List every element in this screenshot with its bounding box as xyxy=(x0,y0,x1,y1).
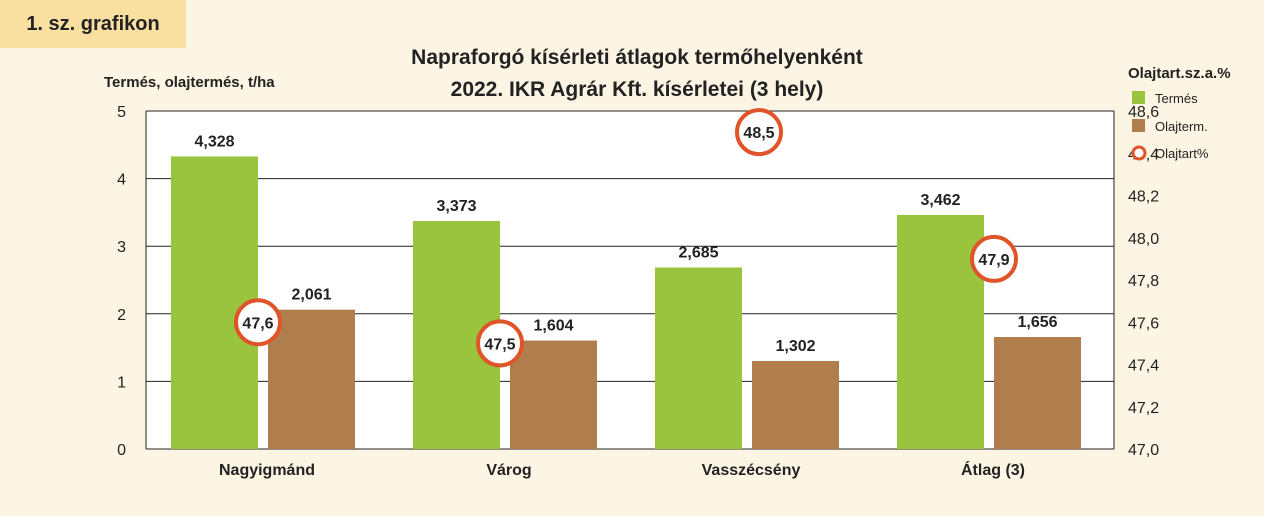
y2-tick-label: 48,0 xyxy=(1128,231,1159,248)
data-label-olajterm: 1,656 xyxy=(1017,314,1057,331)
data-label-olajtart: 47,9 xyxy=(978,252,1009,269)
data-label-termes: 3,462 xyxy=(920,192,960,209)
data-label-olajterm: 1,302 xyxy=(775,338,815,355)
bar-termes xyxy=(655,267,742,449)
y-tick-label: 5 xyxy=(117,104,126,121)
marker-olajtart xyxy=(476,319,524,368)
marker-olajtart xyxy=(735,108,783,157)
legend-swatch-olajterm xyxy=(1132,119,1145,132)
y2-tick-label: 47,8 xyxy=(1128,273,1159,290)
bar-olajterm xyxy=(268,309,355,449)
legend-label-olajtart: Olajtart% xyxy=(1155,146,1209,161)
data-label-olajtart: 47,6 xyxy=(242,315,273,332)
chart-number-badge: 1. sz. grafikon xyxy=(0,0,186,48)
x-tick-label: Nagyigmánd xyxy=(219,462,315,479)
legend-label-termes: Termés xyxy=(1155,91,1198,106)
y2-tick-label: 48,6 xyxy=(1128,104,1159,121)
y2-tick-label: 47,4 xyxy=(1128,358,1159,375)
y2-tick-label: 48,2 xyxy=(1128,189,1159,206)
bar-olajterm xyxy=(994,337,1081,449)
chart-number-label: 1. sz. grafikon xyxy=(26,12,160,35)
chart-title: Napraforgó kísérleti átlagok termőhelyen… xyxy=(411,46,863,69)
y2-tick-label: 47,6 xyxy=(1128,315,1159,332)
y-tick-label: 1 xyxy=(117,374,126,391)
legend-swatch-termes xyxy=(1132,91,1145,104)
bar-termes xyxy=(897,214,984,449)
data-label-termes: 2,685 xyxy=(678,244,718,261)
bar-termes xyxy=(171,156,258,450)
y2-tick-label: 47,0 xyxy=(1128,442,1159,459)
data-label-olajterm: 1,604 xyxy=(533,318,573,335)
data-label-termes: 3,373 xyxy=(436,198,476,215)
legend-swatch-olajtart xyxy=(1131,145,1147,161)
y-axis-title: Termés, olajtermés, t/ha xyxy=(104,74,275,91)
bar-olajterm xyxy=(510,340,597,449)
y-tick-label: 0 xyxy=(117,442,126,459)
x-tick-label: Vasszécsény xyxy=(702,462,801,479)
marker-olajtart xyxy=(970,234,1018,283)
data-label-olajterm: 2,061 xyxy=(291,287,331,304)
legend-label-olajterm: Olajterm. xyxy=(1155,119,1208,134)
y2-axis-title: Olajtart.sz.a.% xyxy=(1128,65,1231,82)
y-tick-label: 3 xyxy=(117,239,126,256)
x-tick-label: Átlag (3) xyxy=(961,460,1025,479)
y2-tick-label: 47,2 xyxy=(1128,400,1159,417)
y-tick-label: 4 xyxy=(117,172,126,189)
chart-subtitle: 2022. IKR Agrár Kft. kísérletei (3 hely) xyxy=(451,78,824,101)
bar-olajterm xyxy=(752,360,839,449)
data-label-termes: 4,328 xyxy=(194,133,234,150)
data-label-olajtart: 48,5 xyxy=(743,125,774,142)
y-tick-label: 2 xyxy=(117,307,126,324)
marker-olajtart xyxy=(234,298,282,347)
x-tick-label: Várog xyxy=(486,462,531,479)
data-label-olajtart: 47,5 xyxy=(484,336,515,353)
